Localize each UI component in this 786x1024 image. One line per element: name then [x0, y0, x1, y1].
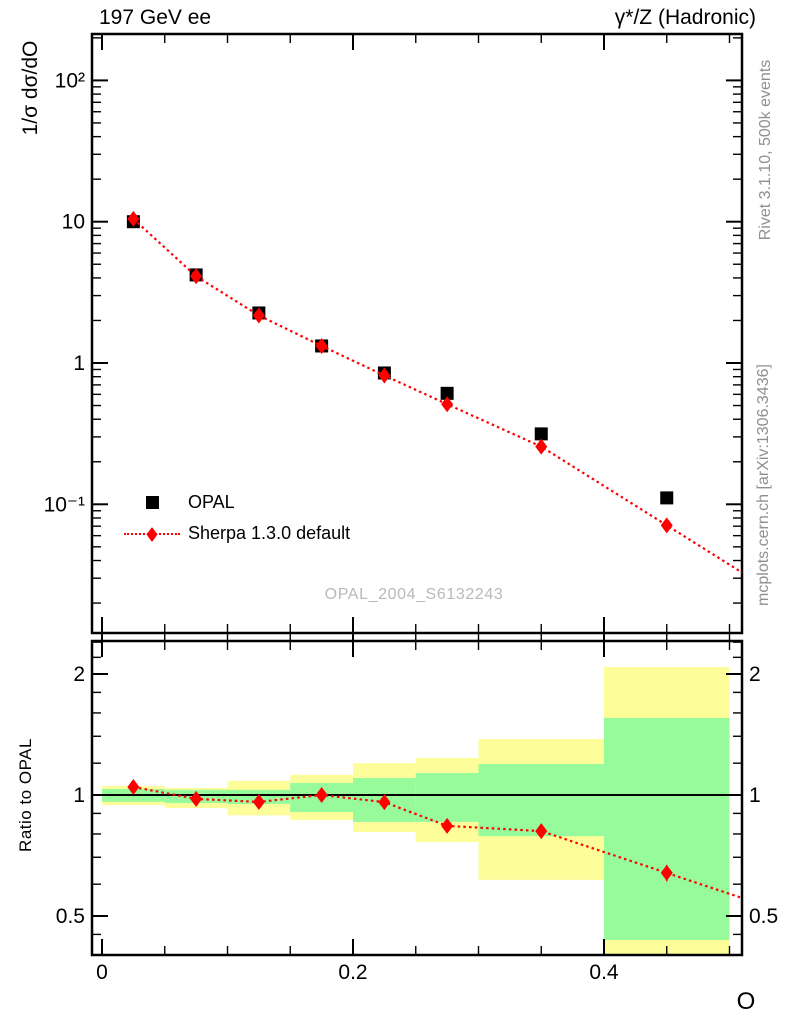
analysis-id-watermark: OPAL_2004_S6132243: [324, 586, 504, 603]
rivet-version-label: Rivet 3.1.10, 500k events: [757, 59, 774, 241]
ratio-y-tick-label: 2: [73, 663, 85, 686]
main-y-axis-title: 1/σ dσ/dO: [19, 40, 42, 136]
main-panel-frame: [90, 32, 744, 635]
red-dotted-line-icon: [124, 527, 180, 542]
main-mc-point: [378, 367, 391, 384]
main-mc-point: [315, 337, 328, 354]
legend-item-sherpa: Sherpa 1.3.0 default: [122, 518, 350, 549]
main-mc-point: [127, 210, 140, 227]
ratio-y-tick-label-right: 1: [749, 784, 761, 807]
main-mc-point: [441, 396, 454, 413]
ratio-y-tick-label: 0.5: [56, 905, 85, 928]
main-mc-point: [535, 438, 548, 455]
ratio-y-axis-title: Ratio to OPAL: [16, 738, 35, 852]
x-axis-title: O: [736, 988, 756, 1015]
main-y-tick-label: 10²: [55, 69, 85, 92]
ratio-mc-point: [127, 778, 140, 795]
main-mc-point: [190, 268, 203, 285]
ratio-panel-frame: [90, 639, 744, 957]
main-y-tick-label: 1: [73, 352, 85, 375]
opal-data-point: [440, 386, 454, 400]
opal-data-point: [660, 491, 674, 505]
beam-energy-title: 197 GeV ee: [99, 6, 212, 29]
green-uncertainty-band: [415, 773, 479, 822]
ratio-mc-point: [660, 864, 673, 881]
ratio-y-tick-label-right: 2: [749, 663, 761, 686]
black-square-marker-icon: [145, 496, 159, 509]
green-uncertainty-band: [604, 717, 730, 940]
ratio-mc-point: [252, 793, 265, 810]
legend-item-opal: OPAL: [122, 487, 350, 518]
red-diamond-marker-icon: [146, 527, 158, 542]
process-title: γ*/Z (Hadronic): [614, 6, 756, 29]
x-tick-label: 0.4: [589, 961, 619, 984]
ratio-mc-point: [378, 794, 391, 811]
ratio-mc-point: [535, 823, 548, 840]
ratio-y-tick-label-right: 0.5: [749, 905, 778, 928]
mcplots-arxiv-label: mcplots.cern.ch [arXiv:1306.3436]: [755, 364, 772, 606]
main-y-tick-label: 10⁻¹: [44, 493, 85, 516]
opal-data-point: [534, 427, 548, 441]
ratio-mc-point: [441, 817, 454, 834]
ratio-mc-point: [315, 787, 328, 803]
main-mc-point: [252, 307, 265, 324]
legend: OPAL Sherpa 1.3.0 default: [122, 487, 350, 549]
sherpa-marker-cell: [122, 527, 182, 542]
x-tick-label: 0.2: [338, 961, 367, 984]
x-tick-label: 0: [96, 961, 108, 984]
ratio-mc-point: [190, 790, 203, 807]
opal-marker-cell: [122, 496, 182, 509]
ratio-y-tick-label: 1: [73, 784, 85, 807]
legend-label-opal: OPAL: [188, 492, 235, 512]
legend-label-sherpa: Sherpa 1.3.0 default: [188, 523, 351, 543]
main-mc-point: [660, 517, 673, 534]
main-y-tick-label: 10: [62, 211, 85, 234]
